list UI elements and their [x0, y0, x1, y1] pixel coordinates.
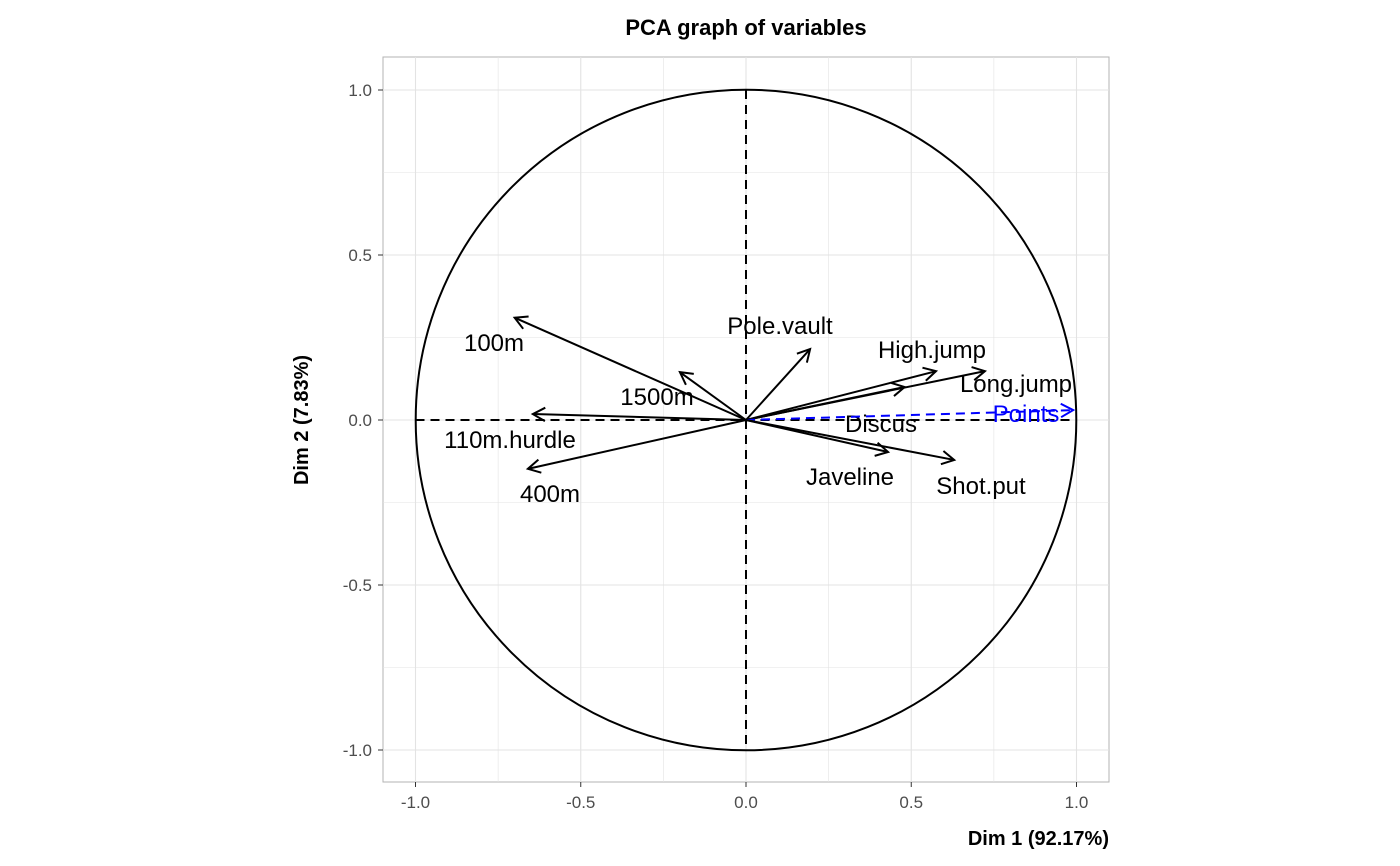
chart-title: PCA graph of variables [625, 15, 866, 40]
arrowhead [678, 370, 694, 386]
arrowhead [922, 366, 939, 382]
y-tick-label: 1.0 [348, 81, 372, 100]
arrowhead [796, 347, 812, 363]
variable-label: Shot.put [936, 473, 1026, 500]
arrow-pole-vault [745, 348, 811, 421]
arrow-shot-put [745, 419, 955, 461]
arrowhead [940, 450, 957, 466]
x-tick-label: 0.0 [734, 793, 758, 812]
arrowhead [1060, 402, 1076, 419]
arrow-110m-hurdle [532, 413, 747, 421]
y-tick-label: 0.5 [348, 246, 372, 265]
variable-label: High.jump [878, 337, 986, 364]
arrowhead [971, 366, 987, 381]
chart-marks: 100m 1500m 110m.hurdle 400m Pole.vault High.j… [414, 88, 1078, 752]
variable-label: Long.jump [960, 371, 1072, 398]
arrow-100m [514, 316, 747, 421]
arrowhead [890, 381, 907, 397]
y-tick-label: -0.5 [343, 576, 372, 595]
arrow-points [745, 409, 1074, 421]
x-tick-label: 1.0 [1065, 793, 1089, 812]
variable-label: 100m [464, 330, 524, 357]
y-axis-label: Dim 2 (7.83%) [291, 355, 313, 485]
x-tick-label: 0.5 [899, 793, 923, 812]
arrowhead [525, 458, 542, 474]
arrow-400m [527, 419, 747, 470]
arrow-high-jump [745, 370, 937, 421]
x-tick-label: -0.5 [566, 793, 595, 812]
arrowhead [512, 315, 529, 330]
x-axis-label: Dim 1 (92.17%) [968, 828, 1109, 850]
variable-label: Points [993, 401, 1060, 428]
axis-ticks: -1.0 -0.5 0.0 0.5 1.0 -1.0 -0.5 0.0 0.5 1.0 [343, 81, 1089, 812]
variable-label: Pole.vault [727, 313, 833, 340]
variable-label: 400m [520, 481, 580, 508]
arrow-1500m [679, 371, 747, 421]
y-tick-label: -1.0 [343, 741, 372, 760]
arrow-discus [745, 386, 905, 421]
variable-label: 1500m [620, 384, 693, 411]
arrowhead [530, 406, 546, 422]
x-tick-label: -1.0 [401, 793, 430, 812]
variable-label: Javeline [806, 464, 894, 491]
y-tick-label: 0.0 [348, 411, 372, 430]
variable-label: 110m.hurdle [444, 427, 576, 454]
